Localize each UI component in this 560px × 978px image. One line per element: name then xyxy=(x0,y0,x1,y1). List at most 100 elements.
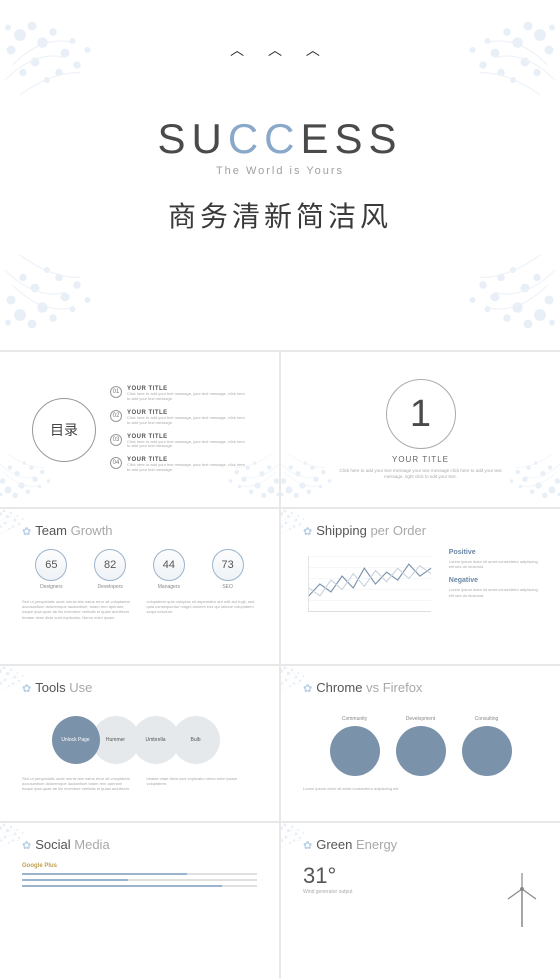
section-number-circle: 1 xyxy=(386,379,456,449)
stat-value: 65 xyxy=(35,549,67,581)
slide-desc: Sed ut perspiciatis unde omnis iste natu… xyxy=(22,776,257,792)
heading-a: Shipping xyxy=(316,523,367,538)
flower-icon: ✿ xyxy=(22,840,31,852)
floral-decoration xyxy=(420,210,560,350)
heading-a: Social xyxy=(35,837,70,852)
negative-desc: Lorem ipsum dolor sit amet consectetur a… xyxy=(449,587,538,597)
chart-sidebar: Positive Lorem ipsum dolor sit amet cons… xyxy=(449,549,538,624)
cvf-item: Development xyxy=(396,716,446,776)
flower-icon: ✿ xyxy=(303,840,312,852)
toc-item: 02YOUR TITLEClick here to add your text … xyxy=(110,410,247,426)
hero-title: SUCCESS xyxy=(157,115,402,163)
social-body: Google Plus xyxy=(22,863,257,891)
green-slide: ✿Green Energy 31° Wind generator output xyxy=(281,823,560,978)
slide-heading: ✿ Social Media xyxy=(22,837,110,852)
stat-label: Managers xyxy=(158,584,180,590)
shipping-slide: ✿ Shipping per Order Positive Lorem ipsum… xyxy=(281,509,560,664)
stat-value: 73 xyxy=(212,549,244,581)
heading-b: Media xyxy=(74,837,109,852)
tool-circle: Bulb xyxy=(172,716,220,764)
social-sub: Google Plus xyxy=(22,863,257,869)
toc-item-desc: Click here to add your text message, you… xyxy=(127,416,247,426)
toc-circle: 目录 xyxy=(32,398,96,462)
toc-dot: 01 xyxy=(110,386,122,398)
hero-slide: ︿ ︿ ︿ SUCCESS The World is Yours 商务清新简洁风 xyxy=(0,0,560,350)
slide-heading: ✿ Green Energy xyxy=(303,837,397,852)
hero-title-accent: CC xyxy=(228,115,301,162)
cvf-item: Consulting xyxy=(462,716,512,776)
stat-value: 44 xyxy=(153,549,185,581)
slide-heading: ✿ Shipping per Order xyxy=(303,523,426,538)
tools-row: Unlock Page Hummer Umbrella Bulb xyxy=(0,716,279,764)
hero-title-pre: SU xyxy=(157,115,227,162)
cvf-label: Consulting xyxy=(475,716,499,722)
cvf-circle xyxy=(396,726,446,776)
windmill-icon xyxy=(502,869,542,929)
flower-icon: ✿ xyxy=(303,526,312,538)
slide-heading: ✿ Chrome vs Firefox xyxy=(303,680,422,695)
stat-item: 65 Designers xyxy=(35,549,67,590)
toc-item-desc: Click here to add your text message, you… xyxy=(127,392,247,402)
stat-item: 82 Developers xyxy=(94,549,126,590)
toc-item: 03YOUR TITLEClick here to add your text … xyxy=(110,434,247,450)
progress-bar xyxy=(22,879,257,881)
hero-cn-title: 商务清新简洁风 xyxy=(168,195,392,235)
positive-desc: Lorem ipsum dolor sit amet consectetur a… xyxy=(449,559,538,569)
toc-label: 目录 xyxy=(50,420,78,440)
cvf-slide: ✿ Chrome vs Firefox Community Development… xyxy=(281,666,560,821)
stat-label: Developers xyxy=(97,584,122,590)
flower-icon: ✿ xyxy=(22,526,31,538)
cvf-circle xyxy=(462,726,512,776)
toc-dot: 04 xyxy=(110,457,122,469)
stat-item: 73 SEO xyxy=(212,549,244,590)
heading-a: Chrome xyxy=(316,680,362,695)
positive-title: Positive xyxy=(449,549,538,556)
toc-item-desc: Click here to add your text message, you… xyxy=(127,440,247,450)
stat-label: Designers xyxy=(40,584,63,590)
team-growth-slide: ✿ Team Growth 65 Designers 82 Developers 44… xyxy=(0,509,279,664)
heading-b: Energy xyxy=(356,837,397,852)
section-title: YOUR TITLE xyxy=(392,455,449,464)
flower-icon: ✿ xyxy=(22,683,31,695)
slide-desc: Sed ut perspiciatis unde omnis iste natu… xyxy=(22,599,257,620)
heading-a: Team xyxy=(35,523,67,538)
heading-b: per Order xyxy=(370,523,426,538)
stat-label: SEO xyxy=(222,584,233,590)
toc-items: 01YOUR TITLEClick here to add your text … xyxy=(110,386,247,472)
flower-icon: ✿ xyxy=(303,683,312,695)
birds-decoration: ︿ ︿ ︿ xyxy=(230,40,330,60)
section-slide: 1 YOUR TITLE Click here to add your text… xyxy=(281,352,560,507)
slide-desc: Lorem ipsum dolor sit amet consectetur a… xyxy=(303,786,538,791)
hero-subtitle: The World is Yours xyxy=(216,165,344,177)
tool-circle: Unlock Page xyxy=(52,716,100,764)
floral-decoration xyxy=(0,210,140,350)
toc-dot: 03 xyxy=(110,434,122,446)
progress-bar xyxy=(22,885,257,887)
hero-title-post: ESS xyxy=(300,115,402,162)
cvf-item: Community xyxy=(330,716,380,776)
section-desc: Click here to add your text message your… xyxy=(331,468,511,480)
stat-value: 82 xyxy=(94,549,126,581)
heading-b: vs Firefox xyxy=(366,680,422,695)
toc-slide: 目录 01YOUR TITLEClick here to add your te… xyxy=(0,352,279,507)
toc-dot: 02 xyxy=(110,410,122,422)
stat-item: 44 Managers xyxy=(153,549,185,590)
tools-slide: ✿ Tools Use Unlock Page Hummer Umbrella B… xyxy=(0,666,279,821)
toc-item-desc: Click here to add your text message, you… xyxy=(127,463,247,473)
slide-heading: ✿ Tools Use xyxy=(22,680,92,695)
heading-b: Use xyxy=(69,680,92,695)
progress-bar xyxy=(22,873,257,875)
cvf-label: Development xyxy=(406,716,435,722)
toc-item: 04YOUR TITLEClick here to add your text … xyxy=(110,457,247,473)
toc-item: 01YOUR TITLEClick here to add your text … xyxy=(110,386,247,402)
slide-heading: ✿ Team Growth xyxy=(22,523,113,538)
heading-b: Growth xyxy=(71,523,113,538)
floral-decoration xyxy=(0,0,140,140)
line-chart xyxy=(303,549,437,624)
social-slide: ✿ Social Media Google Plus xyxy=(0,823,279,978)
cvf-circle xyxy=(330,726,380,776)
heading-a: Green xyxy=(316,837,352,852)
cvf-label: Community xyxy=(342,716,367,722)
heading-a: Tools xyxy=(35,680,65,695)
floral-decoration xyxy=(420,0,560,140)
